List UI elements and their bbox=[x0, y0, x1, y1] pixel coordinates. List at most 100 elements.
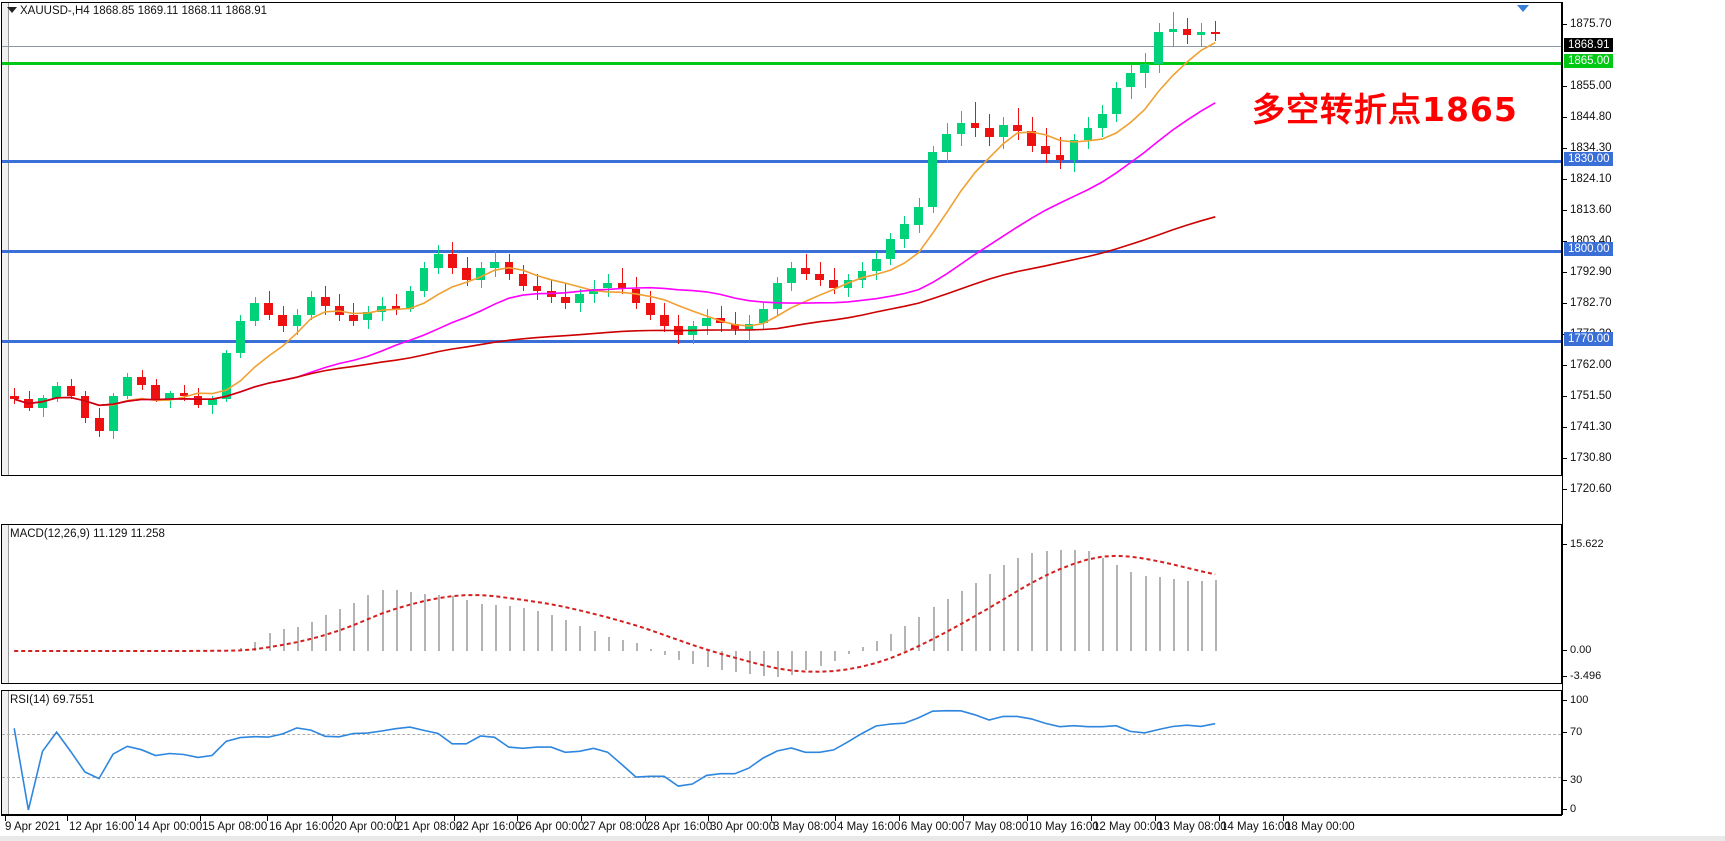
macd-signal-overlay bbox=[14, 554, 1216, 673]
rsi-label: RSI(14) 69.7551 bbox=[10, 694, 95, 706]
candle-body bbox=[66, 386, 76, 397]
candle-body bbox=[1210, 32, 1220, 34]
candle-body bbox=[617, 282, 627, 289]
candle-body bbox=[589, 288, 598, 295]
rsi-guide-30 bbox=[2, 777, 1561, 779]
caret-down-icon[interactable] bbox=[7, 7, 17, 13]
level-tag-1830[interactable]: 1830.00 bbox=[1564, 152, 1613, 166]
macd-histogram-bar bbox=[1003, 565, 1006, 651]
candle-body bbox=[52, 386, 62, 398]
axis-tick bbox=[1562, 303, 1567, 304]
macd-histogram-bar bbox=[452, 596, 455, 651]
time-tick bbox=[645, 816, 646, 821]
chart-scroll-rail[interactable] bbox=[2, 3, 9, 475]
macd-histogram-bar bbox=[183, 650, 186, 652]
level-tag-1865[interactable]: 1865.00 bbox=[1564, 54, 1613, 68]
macd-axis-tick-label: -3.496 bbox=[1570, 670, 1602, 682]
candle-body bbox=[603, 282, 613, 289]
chart-title: XAUUSD-,H4 1868.85 1869.11 1868.11 1868.… bbox=[20, 5, 268, 17]
candle-wick bbox=[1201, 23, 1203, 47]
candle-body bbox=[631, 288, 641, 304]
axis-tick bbox=[1562, 117, 1567, 118]
time-tick bbox=[1027, 816, 1028, 821]
macd-histogram-bar bbox=[1073, 550, 1076, 651]
time-axis-label: 22 Apr 16:00 bbox=[456, 821, 522, 833]
candle-body bbox=[716, 317, 726, 324]
candle-body bbox=[94, 418, 104, 432]
axis-tick bbox=[1562, 179, 1567, 180]
rsi-axis-tick-label: 0 bbox=[1570, 803, 1577, 815]
rsi-scroll-rail[interactable] bbox=[2, 691, 9, 814]
candle-body bbox=[772, 282, 782, 309]
macd-panel[interactable]: MACD(12,26,9) 11.129 11.258 bbox=[1, 524, 1562, 684]
time-tick bbox=[1219, 816, 1220, 821]
axis-tick bbox=[1562, 365, 1567, 366]
candle-body bbox=[702, 317, 712, 327]
candle-body bbox=[306, 297, 316, 315]
macd-axis-tick bbox=[1562, 676, 1567, 677]
macd-histogram-bar bbox=[621, 639, 624, 651]
candle-body bbox=[1097, 113, 1107, 129]
macd-axis-tick-label: 15.622 bbox=[1570, 538, 1604, 550]
rsi-panel[interactable]: RSI(14) 69.7551 bbox=[1, 690, 1562, 815]
time-axis-label: 4 May 16:00 bbox=[837, 821, 901, 833]
ma-magenta-line bbox=[14, 102, 1216, 407]
candle-body bbox=[1027, 131, 1036, 146]
candle-body bbox=[80, 396, 90, 419]
candle-body bbox=[1069, 139, 1079, 161]
candle-body bbox=[504, 262, 514, 274]
macd-histogram-bar bbox=[70, 651, 73, 652]
candle-body bbox=[857, 271, 867, 280]
axis-tick-label: 1720.60 bbox=[1570, 483, 1612, 495]
macd-signal-line bbox=[14, 554, 1216, 673]
rsi-axis-tick-label: 100 bbox=[1570, 694, 1589, 706]
time-axis-label: 7 May 08:00 bbox=[965, 821, 1029, 833]
candle-body bbox=[10, 396, 19, 400]
macd-histogram-bar bbox=[282, 629, 285, 651]
rsi-line bbox=[13, 709, 1216, 811]
time-tick bbox=[200, 816, 201, 821]
candle-body bbox=[970, 122, 980, 129]
macd-histogram-bar bbox=[918, 617, 921, 651]
macd-histogram-bar bbox=[409, 592, 412, 651]
macd-histogram-bar bbox=[1201, 581, 1203, 651]
axis-tick bbox=[1562, 210, 1567, 211]
macd-axis-tick bbox=[1562, 544, 1567, 545]
time-tick bbox=[1155, 816, 1156, 821]
candle-body bbox=[518, 274, 528, 286]
time-tick bbox=[517, 816, 518, 821]
candle-body bbox=[829, 279, 839, 289]
time-axis-label: 26 Apr 00:00 bbox=[519, 821, 585, 833]
axis-tick-label: 1834.30 bbox=[1570, 142, 1612, 154]
candle-body bbox=[659, 314, 669, 327]
macd-histogram-bar bbox=[833, 651, 836, 661]
rsi-axis-tick bbox=[1562, 700, 1567, 701]
candle-wick bbox=[565, 282, 567, 309]
candle-body bbox=[744, 323, 754, 330]
macd-histogram-bar bbox=[1215, 580, 1218, 651]
macd-histogram-bar bbox=[565, 619, 568, 651]
macd-scroll-rail[interactable] bbox=[2, 525, 9, 683]
macd-histogram-bar bbox=[650, 648, 652, 651]
macd-histogram-bar bbox=[861, 647, 864, 651]
candle-body bbox=[1140, 64, 1149, 73]
macd-histogram-bar bbox=[876, 641, 878, 651]
time-tick bbox=[771, 816, 772, 821]
macd-histogram-bar bbox=[522, 607, 525, 651]
macd-histogram-bar bbox=[847, 651, 850, 654]
time-axis-label: 21 Apr 08:00 bbox=[397, 821, 463, 833]
candle-body bbox=[1083, 128, 1093, 140]
macd-histogram-bar bbox=[56, 651, 59, 652]
current-price-tag[interactable]: 1868.91 bbox=[1564, 38, 1613, 52]
candle-body bbox=[221, 352, 231, 400]
macd-histogram-bar bbox=[28, 651, 31, 652]
candle-body bbox=[1154, 32, 1164, 65]
level-tag-1770[interactable]: 1770.00 bbox=[1564, 332, 1613, 346]
candle-body bbox=[885, 239, 895, 260]
axis-tick bbox=[1562, 86, 1567, 87]
macd-histogram-bar bbox=[14, 651, 17, 652]
axis-tick bbox=[1562, 272, 1567, 273]
macd-histogram-bar bbox=[1031, 553, 1034, 651]
price-chart-panel[interactable]: XAUUSD-,H4 1868.85 1869.11 1868.11 1868.… bbox=[1, 2, 1562, 476]
level-tag-1800[interactable]: 1800.00 bbox=[1564, 242, 1613, 256]
